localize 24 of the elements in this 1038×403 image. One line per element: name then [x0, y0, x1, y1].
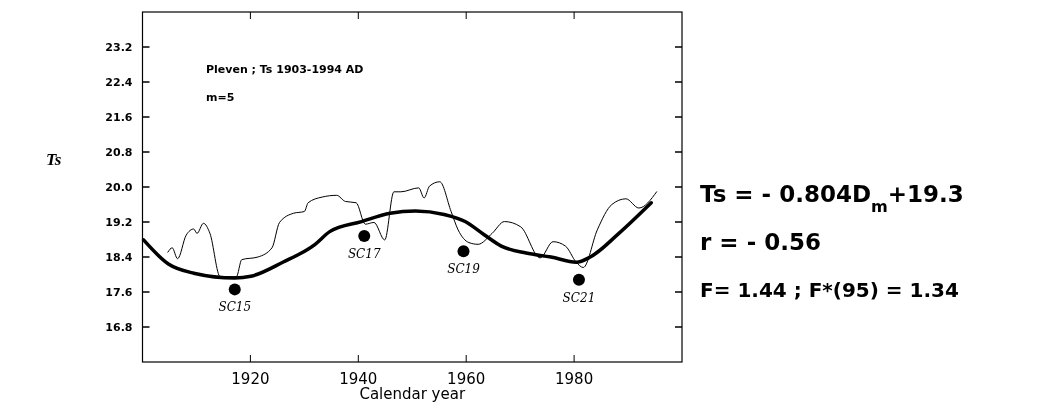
annotation: SC15: [218, 300, 252, 315]
x-tick-label: 1940: [339, 370, 378, 388]
y-tick-label: 21.6: [105, 111, 133, 124]
y-tick-label: 16.8: [105, 321, 133, 334]
y-tick-label: 18.4: [105, 251, 133, 264]
text: F= 1.44 ; F*(95) = 1.34: [700, 278, 959, 302]
y-tick-label: 22.4: [105, 76, 133, 89]
annotation: Pleven ; Ts 1903-1994 AD: [206, 63, 364, 76]
text: Ts = - 0.804D$_{m}$+19.3: [700, 181, 964, 216]
y-tick-label: 17.6: [105, 286, 133, 299]
x-tick-label: 1920: [231, 370, 270, 388]
x-tick-label: 1960: [447, 370, 486, 388]
x-tick-label: 1980: [555, 370, 594, 388]
text: r = - 0.56: [700, 229, 821, 255]
annotation: m=5: [206, 91, 235, 104]
annotation: SC19: [447, 262, 481, 277]
y-axis-title: Ts: [46, 150, 62, 170]
y-tick-label: 20.0: [105, 181, 133, 194]
y-tick-label: 23.2: [105, 41, 133, 54]
x-axis-title: Calendar year: [359, 385, 466, 403]
y-tick-label: 19.2: [105, 216, 133, 229]
annotation: SC17: [347, 247, 381, 261]
annotation: SC21: [562, 290, 596, 305]
y-tick-label: 20.8: [105, 146, 133, 159]
